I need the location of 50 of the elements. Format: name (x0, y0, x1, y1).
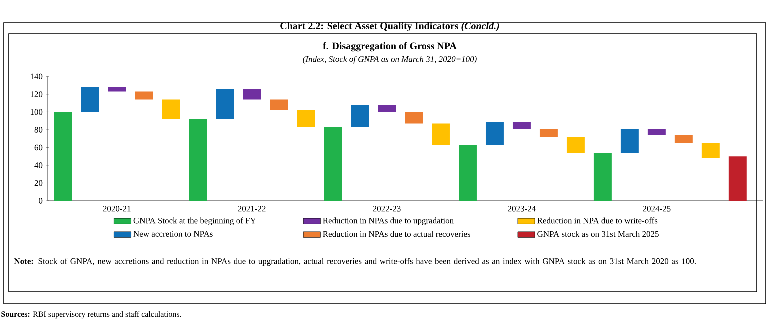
y-tick-label: 0 (39, 198, 43, 204)
bar (189, 119, 208, 201)
bar (674, 135, 693, 144)
y-tick-label: 20 (34, 180, 43, 186)
bar (135, 92, 154, 100)
bar (270, 100, 288, 110)
bar (297, 110, 316, 128)
bar (512, 122, 531, 130)
x-tick-label: 2024-25 (643, 206, 671, 212)
bar (648, 129, 666, 136)
bar (486, 122, 504, 146)
chart-subtitle: (Index, Stock of GNPA as on March 31, 2020=100) (303, 56, 477, 64)
y-tick-label: 140 (30, 74, 43, 80)
chart-title: f. Disaggregation of Gross NPA (323, 42, 457, 52)
x-tick-label: 2022-23 (373, 206, 401, 212)
legend-label: GNPA Stock at the beginning of FY (134, 218, 256, 226)
bar (620, 129, 639, 154)
bar (216, 89, 234, 120)
text: Note: Stock of GNPA, new accretions and reduction in NPAs due to upgradation, actual recoveries and write-offs have been derived as an index with GNPA stock as on 31st March 2020 as 100. (14, 258, 696, 266)
bar (459, 145, 477, 201)
y-tick-label: 40 (34, 162, 43, 168)
bar (405, 112, 423, 124)
legend-label: Reduction in NPAs due to upgradation (323, 218, 454, 226)
legend-label: Reduction in NPAs due to actual recoveries (323, 231, 471, 238)
bar (540, 129, 558, 138)
bar (378, 105, 396, 112)
bar (728, 156, 747, 201)
bar (702, 143, 720, 158)
bar (54, 112, 72, 201)
bar (81, 87, 100, 112)
caption: Chart 2.2: Select Asset Quality Indicators (Concld.) (280, 22, 500, 32)
bar (432, 124, 450, 146)
x-tick-label: 2020-21 (103, 206, 131, 212)
bar (162, 100, 180, 120)
bar (324, 127, 342, 201)
y-tick-label: 100 (30, 109, 43, 116)
text: Sources: RBI supervisory returns and staff calculations. (2, 311, 182, 319)
y-tick-label: 120 (30, 92, 43, 98)
legend-label: New accretion to NPAs (134, 231, 213, 237)
bar (594, 153, 612, 201)
x-tick-label: 2023-24 (508, 206, 536, 212)
y-tick-label: 60 (34, 144, 43, 151)
bar (108, 87, 126, 92)
bar (351, 105, 370, 128)
y-tick-label: 80 (34, 127, 43, 133)
x-tick-label: 2021-22 (238, 206, 266, 212)
legend-label: Reduction in NPA due to write-offs (538, 218, 658, 224)
legend-label: GNPA stock as on 31st March 2025 (538, 231, 659, 238)
bar (566, 137, 585, 154)
bar (243, 89, 262, 100)
